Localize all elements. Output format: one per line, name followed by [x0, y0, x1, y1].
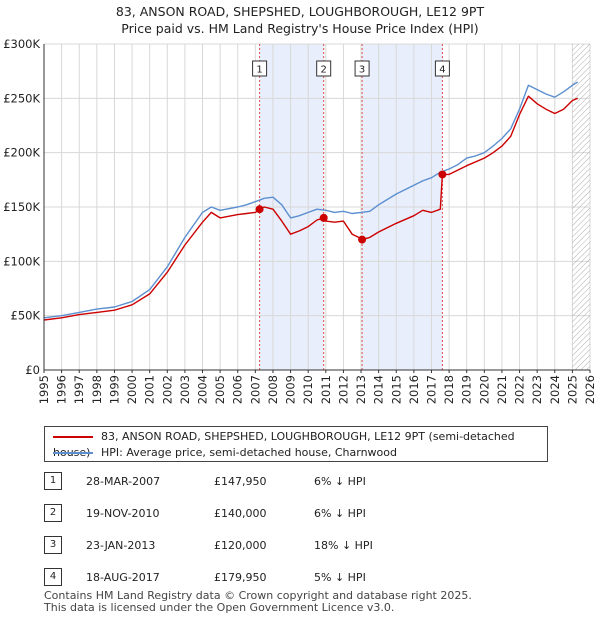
x-tick-label: 2014	[372, 375, 386, 404]
sale-row: 4 18-AUG-2017 £179,950 5% ↓ HPI	[44, 568, 564, 588]
x-tick-label: 2002	[160, 375, 174, 404]
y-tick-label: £200K	[3, 146, 40, 160]
x-tick-label: 2020	[477, 375, 491, 404]
sale-number-badge: 4	[44, 568, 62, 586]
x-tick-label: 2009	[284, 375, 298, 404]
price-chart: 1 2 3 4 £0 £50K £100K £150K £200K £250K £300K 1995…	[3, 37, 597, 404]
x-tick-label: 2026	[583, 375, 597, 404]
sale-hpi-diff: 5% ↓ HPI	[314, 571, 366, 584]
x-tick-label: 2000	[125, 375, 139, 404]
chart-title: 83, ANSON ROAD, SHEPSHED, LOUGHBOROUGH, …	[0, 3, 600, 37]
sale-date: 19-NOV-2010	[86, 507, 160, 520]
x-tick-label: 2003	[178, 375, 192, 404]
sale-number-badge: 3	[44, 536, 62, 554]
sale-price: £179,950	[214, 571, 267, 584]
x-tick-label: 1996	[55, 375, 69, 404]
x-tick-label: 2017	[424, 375, 438, 404]
legend-line-property	[53, 436, 93, 438]
legend-label-hpi: HPI: Average price, semi-detached house,…	[101, 446, 397, 459]
sale-point	[358, 235, 367, 244]
sale-hpi-diff: 6% ↓ HPI	[314, 475, 366, 488]
legend-item-hpi: HPI: Average price, semi-detached house,…	[53, 445, 397, 461]
x-tick-label: 2001	[143, 375, 157, 404]
sale-point	[319, 213, 328, 222]
sale-label-number: 3	[359, 65, 365, 76]
sale-row: 2 19-NOV-2010 £140,000 6% ↓ HPI	[44, 504, 564, 524]
y-tick-label: £0	[25, 363, 40, 377]
sale-label-box	[354, 60, 370, 77]
x-tick-label: 2018	[442, 375, 456, 404]
x-tick-label: 2021	[495, 375, 509, 404]
x-tick-label: 2024	[548, 375, 562, 404]
x-tick-label: 2025	[565, 375, 579, 404]
x-tick-label: 1997	[72, 375, 86, 404]
hpi-line	[43, 81, 579, 319]
y-tick-label: £100K	[3, 254, 40, 268]
x-tick-label: 2010	[301, 375, 315, 404]
sale-label-box	[252, 60, 268, 77]
footer-attribution: Contains HM Land Registry data © Crown c…	[44, 590, 472, 614]
sale-date: 23-JAN-2013	[86, 539, 156, 552]
sale-label-number: 1	[256, 65, 262, 76]
sale-row: 3 23-JAN-2013 £120,000 18% ↓ HPI	[44, 536, 564, 556]
sale-price: £140,000	[214, 507, 267, 520]
legend-item-property: 83, ANSON ROAD, SHEPSHED, LOUGHBOROUGH, …	[53, 429, 547, 459]
x-tick-label: 1999	[107, 375, 121, 404]
legend-line-hpi	[53, 452, 93, 454]
sale-label-number: 2	[321, 65, 327, 76]
x-tick-label: 2019	[460, 375, 474, 404]
sale-label-box	[316, 60, 332, 77]
x-tick-label: 2016	[407, 375, 421, 404]
sale-hpi-diff: 18% ↓ HPI	[314, 539, 373, 552]
x-tick-label: 2011	[319, 375, 333, 404]
title-address: 83, ANSON ROAD, SHEPSHED, LOUGHBOROUGH, …	[115, 4, 485, 19]
x-tick-label: 1995	[37, 375, 51, 404]
sale-number-badge: 2	[44, 504, 62, 522]
property-line	[43, 95, 578, 321]
sale-point	[255, 205, 264, 214]
title-subtitle: Price paid vs. HM Land Registry's House …	[121, 21, 479, 36]
sale-label-number: 4	[439, 65, 445, 76]
y-tick-label: £50K	[11, 309, 41, 323]
footer-copyright: Contains HM Land Registry data © Crown c…	[44, 589, 472, 602]
y-tick-label: £300K	[3, 37, 40, 51]
sale-price: £147,950	[214, 475, 267, 488]
x-tick-label: 2013	[354, 375, 368, 404]
x-tick-label: 2005	[213, 375, 227, 404]
x-tick-label: 2015	[389, 375, 403, 404]
forecast-hatch	[572, 44, 590, 370]
y-tick-label: £250K	[3, 91, 40, 105]
x-tick-label: 2022	[513, 375, 527, 404]
sale-label-box	[434, 60, 450, 77]
sale-date: 28-MAR-2007	[86, 475, 161, 488]
y-tick-label: £150K	[3, 200, 40, 214]
sale-hpi-diff: 6% ↓ HPI	[314, 507, 366, 520]
x-tick-label: 1998	[90, 375, 104, 404]
footer-licence: This data is licensed under the Open Gov…	[44, 601, 395, 614]
chart-legend: 83, ANSON ROAD, SHEPSHED, LOUGHBOROUGH, …	[44, 426, 548, 462]
sale-row: 1 28-MAR-2007 £147,950 6% ↓ HPI	[44, 472, 564, 492]
sale-date: 18-AUG-2017	[86, 571, 160, 584]
sale-price: £120,000	[214, 539, 267, 552]
sale-number-badge: 1	[44, 472, 62, 490]
x-tick-label: 2023	[530, 375, 544, 404]
x-tick-label: 2008	[266, 375, 280, 404]
x-tick-label: 2012	[336, 375, 350, 404]
x-tick-label: 2004	[196, 375, 210, 404]
sale-point	[438, 170, 447, 179]
x-tick-label: 2006	[231, 375, 245, 404]
x-tick-label: 2007	[248, 375, 262, 404]
